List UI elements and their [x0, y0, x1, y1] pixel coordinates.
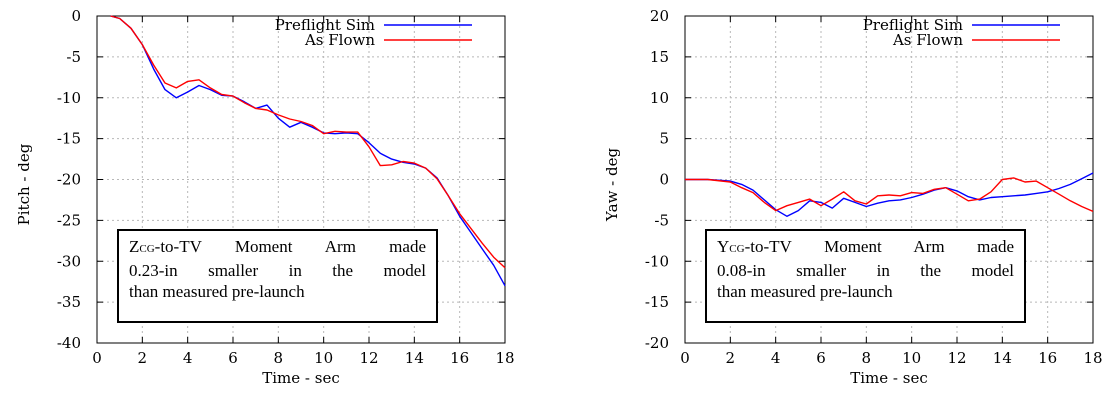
- x-tick-label: 0: [680, 349, 690, 367]
- x-tick-label: 4: [771, 349, 781, 367]
- y-tick-label: -20: [57, 171, 81, 189]
- x-tick-label: 6: [816, 349, 826, 367]
- legend-label: Preflight Sim: [863, 16, 963, 34]
- y-axis-label-yaw: Yaw - deg: [603, 148, 621, 223]
- y-tick-label: -10: [57, 89, 81, 107]
- series-line-as-flown: [685, 177, 1094, 213]
- annotation-line-1: YCG-to-TV Moment Arm made: [717, 236, 1014, 260]
- x-axis-label-pitch: Time - sec: [262, 369, 339, 387]
- annotation-subscript: CG: [729, 243, 745, 255]
- y-tick-label: -30: [57, 252, 81, 270]
- x-tick-label: 8: [274, 349, 284, 367]
- y-tick-label: -10: [645, 252, 669, 270]
- legend-label: Preflight Sim: [275, 16, 375, 34]
- y-tick-label: 0: [659, 171, 669, 189]
- x-tick-label: 8: [862, 349, 872, 367]
- y-tick-label: -40: [57, 334, 81, 352]
- x-tick-label: 18: [495, 349, 514, 367]
- x-tick-label: 16: [1038, 349, 1057, 367]
- y-axis-label-pitch: Pitch - deg: [15, 143, 33, 225]
- x-tick-label: 6: [228, 349, 238, 367]
- y-tick-label: 20: [650, 7, 669, 25]
- x-tick-label: 12: [947, 349, 966, 367]
- y-tick-label: 10: [650, 89, 669, 107]
- y-tick-label: 5: [659, 130, 669, 148]
- annotation-line-2: 0.08-in smaller in the model: [717, 261, 1014, 280]
- y-tick-label: -35: [57, 293, 81, 311]
- y-tick-label: -5: [654, 211, 669, 229]
- annotation-line-1-rest: -to-TV Moment Arm made: [744, 237, 1014, 256]
- y-tick-label: -25: [57, 211, 81, 229]
- y-tick-label: -15: [57, 130, 81, 148]
- x-tick-label: 2: [726, 349, 736, 367]
- series-line-as-flown: [110, 15, 506, 269]
- annotation-line-1-rest: -to-TV Moment Arm made: [154, 237, 426, 256]
- x-tick-label: 12: [359, 349, 378, 367]
- annotation-line-1: ZCG-to-TV Moment Arm made: [129, 236, 426, 260]
- x-tick-label: 10: [902, 349, 921, 367]
- annotation-sub-main: Y: [717, 237, 730, 256]
- annotation-line-3: than measured pre-launch: [717, 282, 893, 301]
- x-tick-label: 14: [993, 349, 1012, 367]
- x-tick-label: 10: [314, 349, 333, 367]
- annotation-sub-main: Z: [129, 237, 140, 256]
- annotation-subscript: CG: [139, 243, 155, 255]
- x-tick-label: 4: [183, 349, 193, 367]
- y-tick-label: -5: [66, 48, 81, 66]
- annotation-line-2: 0.23-in smaller in the model: [129, 261, 426, 280]
- y-tick-label: -15: [645, 293, 669, 311]
- series-line-preflight-sim: [685, 172, 1094, 218]
- annotation-box-pitch: ZCG-to-TV Moment Arm made 0.23-in smalle…: [117, 229, 438, 323]
- x-axis-label-yaw: Time - sec: [850, 369, 927, 387]
- x-tick-label: 2: [138, 349, 148, 367]
- annotation-box-yaw: YCG-to-TV Moment Arm made 0.08-in smalle…: [705, 229, 1026, 323]
- y-tick-label: 15: [650, 48, 669, 66]
- x-tick-label: 18: [1083, 349, 1102, 367]
- legend-label: As Flown: [892, 31, 963, 49]
- x-tick-label: 0: [92, 349, 102, 367]
- x-tick-label: 14: [405, 349, 424, 367]
- y-tick-label: 0: [71, 7, 81, 25]
- annotation-line-3: than measured pre-launch: [129, 282, 305, 301]
- legend-label: As Flown: [304, 31, 375, 49]
- x-tick-label: 16: [450, 349, 469, 367]
- y-tick-label: -20: [645, 334, 669, 352]
